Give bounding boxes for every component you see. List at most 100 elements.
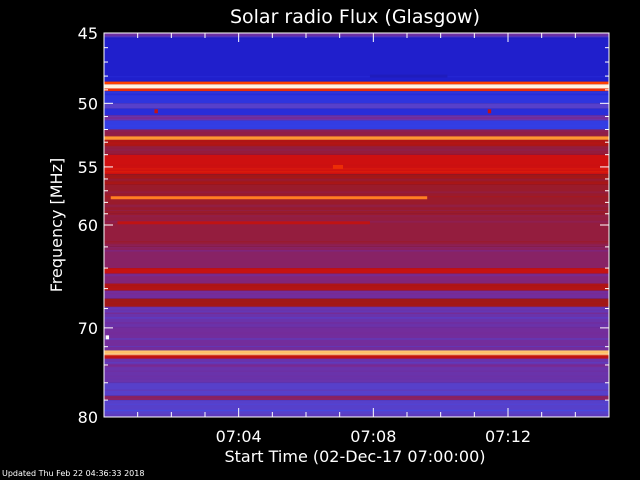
noise-line: [104, 91, 609, 95]
noise-line: [104, 130, 609, 132]
noise-line: [104, 389, 609, 391]
noise-line: [104, 402, 609, 405]
noise-line: [104, 144, 609, 147]
noise-line: [104, 117, 609, 119]
noise-line: [104, 323, 609, 326]
noise-line: [104, 307, 609, 310]
emission-feature: [332, 164, 344, 169]
noise-line: [104, 213, 609, 215]
frequency-band: [104, 290, 609, 299]
frequency-bands: [104, 33, 609, 417]
noise-line: [104, 305, 609, 307]
plot-area: [103, 32, 610, 418]
noise-line: [104, 250, 609, 252]
y-tick-label: 50: [78, 94, 98, 113]
noise-line: [104, 375, 609, 378]
noise-line: [104, 205, 609, 208]
frequency-band: [104, 129, 609, 136]
frequency-band: [104, 35, 609, 82]
noise-line: [104, 247, 609, 250]
noise-line: [104, 93, 609, 96]
emission-feature: [154, 109, 158, 114]
noise-line: [104, 274, 609, 277]
x-tick-label: 07:08: [350, 427, 396, 446]
noise-texture: [104, 35, 609, 418]
noise-line: [104, 400, 609, 402]
y-tick-label: 70: [78, 319, 98, 338]
noise-line: [104, 326, 609, 328]
noise-line: [104, 353, 609, 356]
noise-line: [104, 357, 609, 359]
noise-line: [104, 76, 609, 78]
noise-line: [104, 409, 609, 412]
noise-line: [104, 140, 609, 142]
noise-line: [104, 177, 609, 179]
noise-line: [104, 206, 609, 209]
noise-line: [104, 244, 609, 247]
frequency-band: [104, 246, 609, 269]
x-tick-label: 07:12: [485, 427, 531, 446]
noise-line: [104, 125, 609, 127]
noise-line: [104, 151, 609, 154]
noise-line: [104, 317, 609, 319]
y-axis: 45 50 55 60 70 80: [78, 24, 609, 427]
emission-feature: [369, 74, 448, 78]
noise-line: [104, 164, 609, 167]
x-axis-label: Start Time (02-Dec-17 07:00:00): [224, 447, 485, 466]
frequency-band: [104, 273, 609, 284]
noise-line: [104, 302, 609, 304]
emission-feature: [487, 109, 492, 114]
noise-line: [104, 322, 609, 324]
emission-feature: [117, 221, 370, 225]
noise-line: [104, 365, 609, 368]
y-tick-label: 80: [78, 408, 98, 427]
noise-line: [104, 293, 609, 295]
x-axis: 07:04 07:08 07:12: [137, 33, 576, 446]
chart-title: Solar radio Flux (Glasgow): [230, 6, 480, 28]
noise-line: [104, 170, 609, 173]
noise-line: [104, 181, 609, 183]
emission-feature: [105, 335, 110, 340]
noise-line: [104, 310, 609, 313]
noise-line: [104, 191, 609, 194]
noise-line: [104, 350, 609, 353]
frequency-band: [104, 84, 609, 89]
noise-line: [104, 332, 609, 335]
noise-line: [104, 389, 609, 390]
noise-line: [104, 178, 609, 181]
noise-line: [104, 312, 609, 314]
frequency-band: [104, 184, 609, 214]
updated-timestamp: Updated Thu Feb 22 04:36:33 2018: [2, 469, 145, 478]
noise-line: [104, 361, 609, 364]
y-tick-label: 45: [78, 24, 98, 43]
noise-line: [104, 209, 609, 211]
noise-line: [104, 414, 609, 416]
noise-line: [104, 355, 609, 358]
noise-line: [104, 272, 609, 274]
noise-line: [104, 215, 609, 218]
noise-line: [104, 322, 609, 325]
noise-line: [104, 182, 609, 185]
x-tick-label: 07:04: [216, 427, 262, 446]
noise-line: [104, 167, 609, 170]
frequency-band: [104, 268, 609, 274]
frequency-band: [104, 88, 609, 92]
frequency-band: [104, 103, 609, 109]
frequency-band: [104, 139, 609, 146]
noise-line: [104, 346, 609, 348]
y-tick-label: 55: [78, 158, 98, 177]
noise-line: [104, 396, 609, 398]
noise-line: [104, 378, 609, 380]
frequency-band: [104, 33, 609, 36]
frequency-band: [104, 108, 609, 116]
frequency-band: [104, 120, 609, 130]
emission-features: [105, 74, 492, 340]
noise-line: [104, 382, 609, 384]
y-tick-label: 60: [78, 216, 98, 235]
noise-line: [104, 338, 609, 340]
noise-line: [104, 37, 609, 40]
noise-line: [104, 35, 609, 38]
noise-line: [104, 204, 609, 206]
frequency-band: [104, 350, 609, 355]
